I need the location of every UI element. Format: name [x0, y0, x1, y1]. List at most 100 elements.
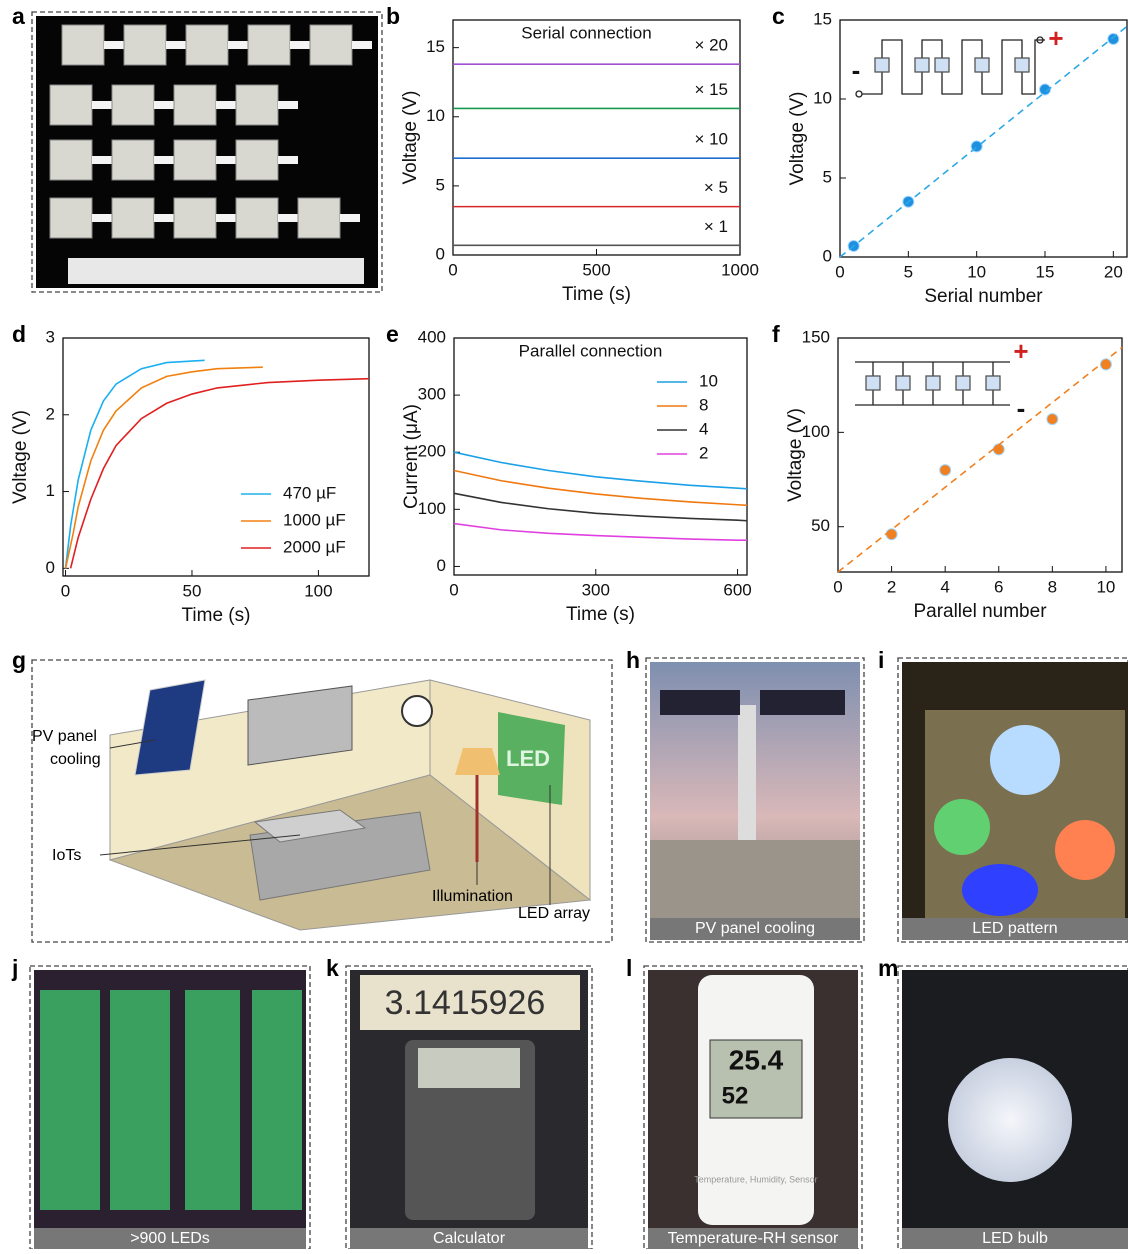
- plot-frame: [837, 337, 1123, 573]
- connector: [166, 41, 186, 49]
- panel-label: g: [12, 647, 26, 673]
- panel-label: f: [772, 321, 780, 347]
- x-tick-label: 10: [967, 262, 986, 281]
- x-tick-label: 0: [61, 581, 70, 600]
- label: Illumination: [432, 888, 513, 905]
- wire: [862, 39, 1045, 95]
- photo-l: [643, 965, 863, 1250]
- y-tick-label: 300: [418, 385, 446, 404]
- y-tick-label: 150: [802, 327, 830, 346]
- connector: [92, 156, 112, 164]
- panel-label: j: [11, 955, 18, 981]
- panel-label: c: [772, 3, 785, 29]
- module: [173, 139, 217, 181]
- x-axis-label: Time (s): [562, 284, 631, 305]
- chart-title: Serial connection: [521, 23, 651, 42]
- y-axis-label: Voltage (V): [400, 91, 421, 185]
- connector: [278, 214, 298, 222]
- photo-m: [897, 965, 1128, 1250]
- line: [64, 359, 205, 569]
- tv: [247, 685, 353, 766]
- sensor-label: Temperature, Humidity, Sensor: [694, 1174, 817, 1184]
- module: [49, 84, 93, 126]
- y-tick-label: 50: [811, 516, 830, 535]
- y-tick-label: 5: [823, 167, 832, 186]
- panel-frame: [31, 11, 383, 293]
- x-tick-label: 0: [833, 577, 842, 596]
- connector: [290, 41, 310, 49]
- legend-label: 4: [699, 419, 708, 438]
- y-tick-label: 0: [46, 558, 55, 577]
- y-tick-label: 15: [426, 37, 445, 56]
- x-tick-label: 0: [448, 260, 457, 279]
- line: [453, 522, 747, 541]
- connector: [154, 156, 174, 164]
- legend-label: 10: [699, 371, 718, 390]
- panel-label: b: [386, 3, 400, 29]
- point: [1046, 413, 1059, 426]
- y-tick-label: 10: [813, 88, 832, 107]
- sensor-temp: 25.4: [729, 1044, 784, 1075]
- calculator-display: 3.1415926: [385, 984, 546, 1022]
- series-label: × 20: [694, 36, 728, 55]
- panel-label: a: [12, 3, 25, 29]
- y-axis-label: Voltage (V): [10, 410, 31, 504]
- point: [1039, 83, 1051, 96]
- connector: [352, 41, 372, 49]
- x-axis-label: Time (s): [566, 604, 635, 625]
- x-axis-label: Parallel number: [913, 601, 1047, 622]
- x-tick-label: 5: [904, 262, 913, 281]
- circuit-inset: [855, 36, 1045, 98]
- photo-a: [31, 11, 383, 293]
- line: [64, 366, 263, 569]
- module: [185, 24, 229, 66]
- terminal: [1036, 36, 1044, 44]
- connector: [154, 214, 174, 222]
- y-tick-label: 10: [426, 106, 445, 125]
- captions: [34, 918, 1128, 1249]
- module: [61, 24, 105, 66]
- caption: LED bulb: [982, 1230, 1048, 1247]
- x-axis-label: Time (s): [182, 605, 251, 626]
- panel-label: l: [626, 955, 632, 981]
- point: [1107, 32, 1120, 45]
- y-tick-label: 100: [418, 499, 446, 518]
- line: [453, 492, 748, 522]
- module: [49, 139, 93, 181]
- legend-label: 2: [699, 443, 708, 462]
- y-tick-label: 15: [813, 9, 832, 28]
- plot-frame: [62, 337, 370, 577]
- x-tick-label: 0: [835, 262, 844, 281]
- y-tick-label: 0: [437, 556, 446, 575]
- legend-label: 2000 µF: [283, 537, 346, 556]
- line: [453, 469, 748, 507]
- minus-sign: -: [852, 55, 861, 85]
- plot-frame: [453, 337, 748, 576]
- sensor-rh: 52: [722, 1082, 749, 1109]
- x-tick-label: 50: [183, 581, 202, 600]
- x-tick-label: 20: [1104, 262, 1123, 281]
- module: [235, 139, 279, 181]
- x-tick-label: 0: [449, 580, 458, 599]
- x-tick-label: 8: [1048, 577, 1057, 596]
- photo-k: [345, 965, 593, 1250]
- series-label: × 1: [704, 217, 728, 236]
- minus-sign: -: [1017, 393, 1026, 423]
- series-label: × 5: [704, 178, 728, 197]
- lamp: [455, 748, 500, 775]
- y-axis-label: Current (μA): [401, 404, 422, 509]
- chart-title: Parallel connection: [519, 341, 663, 360]
- connector: [92, 214, 112, 222]
- label: PV panel: [32, 728, 97, 745]
- photo-i: [897, 657, 1128, 943]
- module: [235, 84, 279, 126]
- connector: [216, 101, 236, 109]
- illustration-g: LED: [31, 659, 613, 943]
- legend-label: 8: [699, 395, 708, 414]
- panel-label: k: [326, 955, 339, 981]
- led-text: LED: [506, 746, 550, 771]
- plot-frame: [839, 19, 1128, 258]
- label: cooling: [50, 751, 101, 768]
- module: [49, 197, 93, 239]
- panel-label: i: [878, 647, 884, 673]
